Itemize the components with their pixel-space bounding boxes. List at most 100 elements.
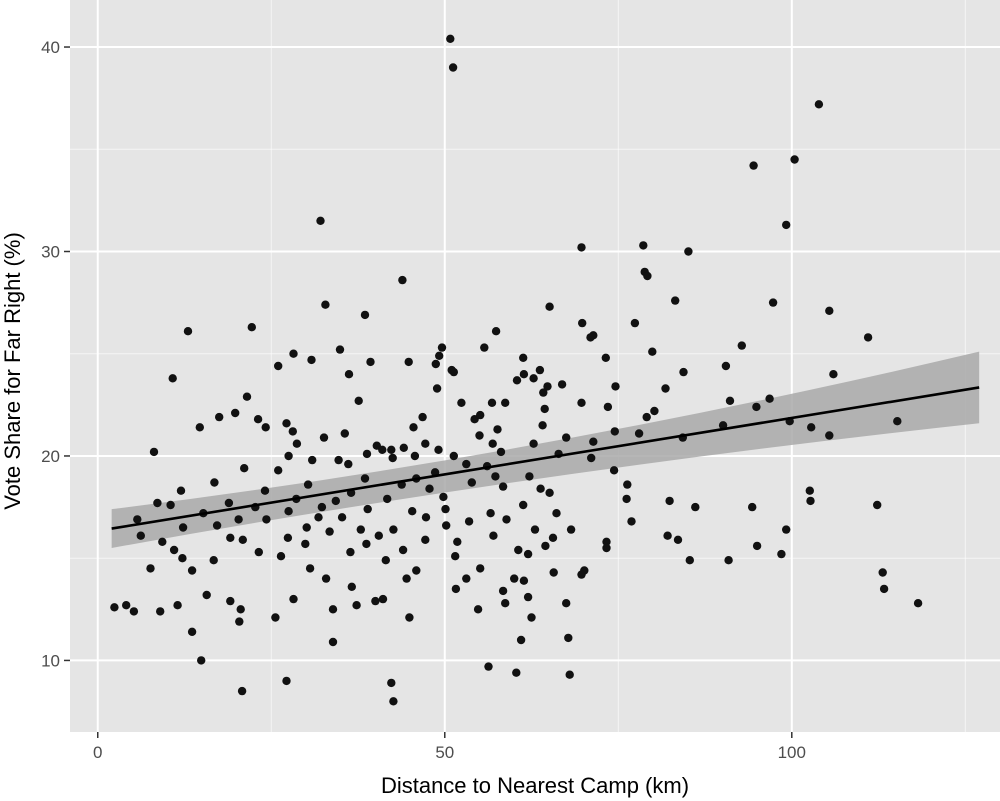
- data-point: [538, 421, 547, 430]
- data-point: [609, 466, 619, 475]
- data-point: [557, 380, 567, 389]
- data-point: [863, 333, 873, 342]
- data-point: [473, 605, 483, 614]
- data-point: [566, 525, 576, 534]
- data-point: [442, 521, 451, 530]
- data-point: [489, 531, 498, 540]
- data-point: [825, 431, 834, 440]
- data-point: [271, 613, 280, 622]
- data-point: [529, 374, 538, 383]
- data-point: [565, 670, 574, 679]
- data-point: [502, 515, 511, 524]
- data-point: [623, 480, 632, 489]
- data-point: [234, 515, 243, 524]
- data-point: [360, 310, 370, 320]
- data-point: [282, 419, 291, 428]
- y-axis-title: Vote Share for Far Right (%): [0, 232, 25, 510]
- data-point: [398, 275, 407, 285]
- data-points: [110, 34, 923, 706]
- data-point: [388, 453, 397, 463]
- data-point: [421, 439, 430, 448]
- data-point: [331, 496, 340, 506]
- data-point: [768, 298, 778, 307]
- data-point: [529, 439, 538, 448]
- data-point: [648, 347, 657, 356]
- x-axis-title: Distance to Nearest Camp (km): [381, 773, 689, 798]
- data-point: [462, 574, 471, 583]
- data-point: [346, 547, 355, 557]
- data-point: [337, 513, 347, 522]
- data-point: [496, 447, 506, 457]
- data-point: [913, 599, 923, 608]
- data-point: [642, 412, 651, 422]
- data-point: [493, 425, 502, 434]
- data-point: [262, 515, 271, 524]
- data-point: [274, 466, 283, 475]
- data-point: [374, 531, 383, 540]
- data-point: [210, 478, 219, 487]
- data-point: [512, 376, 522, 385]
- data-point: [261, 423, 270, 432]
- data-point: [289, 349, 298, 358]
- data-point: [314, 513, 323, 522]
- data-point: [432, 384, 442, 393]
- data-point: [519, 576, 529, 585]
- data-point: [639, 241, 648, 250]
- data-point: [387, 445, 396, 454]
- data-point: [630, 318, 640, 328]
- data-point: [260, 486, 270, 495]
- data-point: [321, 574, 331, 583]
- data-point: [449, 367, 458, 377]
- data-point: [462, 459, 471, 469]
- data-point: [418, 412, 427, 422]
- data-point: [405, 613, 414, 622]
- data-point: [425, 484, 434, 493]
- confidence-band-layer: [111, 351, 980, 548]
- data-point: [381, 556, 390, 565]
- data-point: [749, 161, 758, 170]
- data-point: [307, 355, 316, 365]
- data-point: [305, 564, 315, 573]
- data-point: [197, 656, 206, 665]
- data-point: [178, 554, 187, 563]
- data-point: [325, 527, 334, 536]
- data-point: [663, 531, 672, 540]
- data-point: [399, 443, 408, 452]
- data-point: [577, 243, 586, 252]
- data-point: [782, 525, 791, 534]
- data-point: [475, 431, 484, 440]
- data-point: [254, 547, 263, 557]
- data-point: [328, 605, 338, 614]
- data-point: [183, 327, 193, 336]
- data-point: [274, 361, 283, 371]
- data-point: [187, 627, 197, 636]
- data-point: [389, 525, 398, 534]
- data-point: [464, 517, 474, 526]
- data-point: [491, 327, 501, 336]
- data-point: [288, 427, 297, 436]
- data-point: [552, 509, 561, 518]
- data-point: [240, 464, 249, 473]
- data-point: [378, 445, 387, 454]
- data-point: [202, 590, 211, 600]
- data-point: [879, 584, 889, 594]
- data-point: [519, 500, 528, 510]
- data-point: [718, 421, 728, 430]
- data-point: [650, 406, 659, 416]
- data-point: [541, 541, 550, 551]
- data-point: [284, 451, 293, 461]
- data-point: [412, 566, 421, 575]
- data-point: [782, 220, 791, 230]
- data-point: [535, 365, 545, 375]
- data-point: [153, 498, 162, 508]
- data-point: [366, 357, 375, 367]
- data-point: [486, 509, 495, 518]
- data-point: [737, 341, 746, 350]
- data-point: [176, 486, 186, 495]
- data-point: [226, 533, 235, 542]
- data-point: [451, 552, 460, 561]
- data-point: [129, 607, 139, 616]
- data-point: [627, 517, 636, 526]
- data-point: [543, 382, 552, 391]
